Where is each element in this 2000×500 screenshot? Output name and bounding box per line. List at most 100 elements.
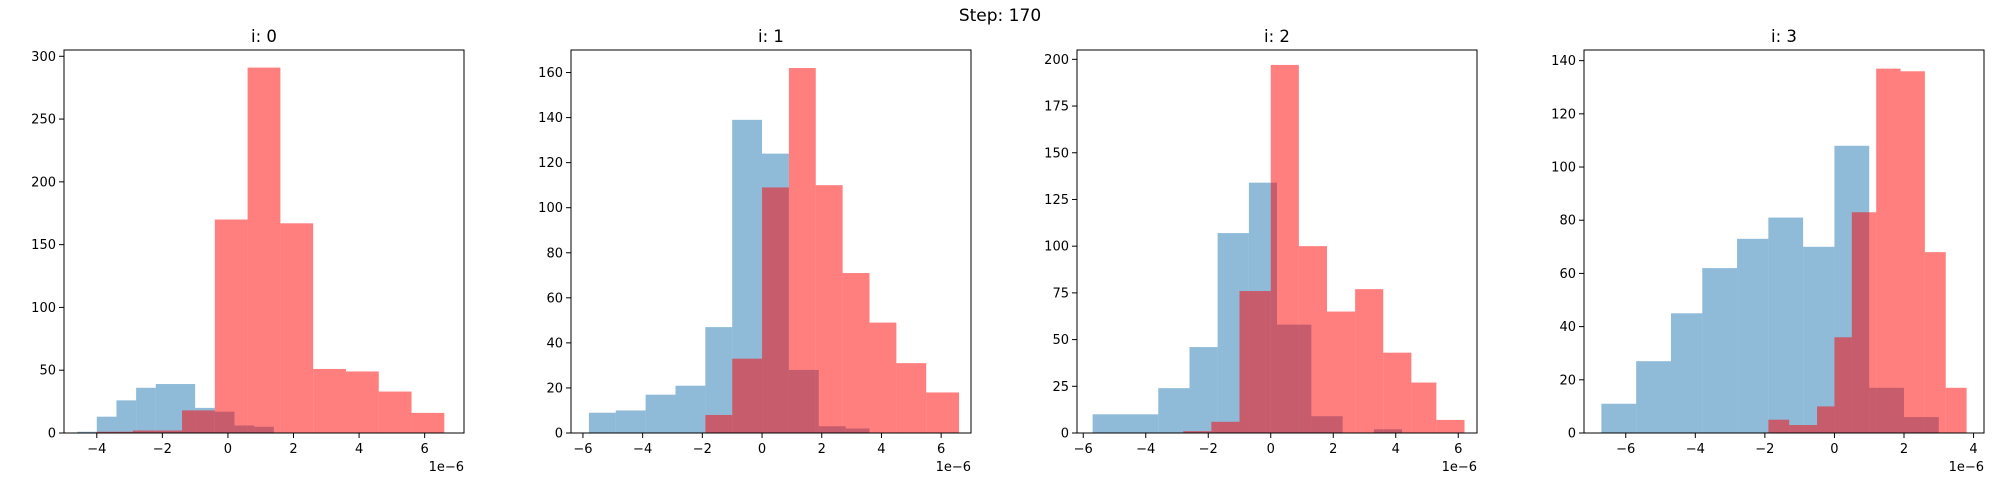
histogram-bar-blue xyxy=(136,387,156,433)
histogram-bar-red xyxy=(869,322,897,433)
y-tick-label: 100 xyxy=(31,301,56,316)
histogram-bar-red xyxy=(378,391,412,433)
histogram-bar-red xyxy=(1436,419,1465,433)
histogram-bar-red xyxy=(1383,352,1412,433)
y-tick-label: 120 xyxy=(1551,107,1576,122)
x-tick-label: −6 xyxy=(1616,442,1635,457)
y-tick-label: 250 xyxy=(31,113,56,128)
bars-3 xyxy=(1601,68,1967,433)
histogram-bar-red xyxy=(1211,421,1240,433)
histogram-bar-blue xyxy=(155,384,176,433)
y-tick-label: 0 xyxy=(1568,427,1576,442)
x-tick-label: 0 xyxy=(758,442,766,457)
y-tick-label: 0 xyxy=(1061,427,1069,442)
histogram-bar-red xyxy=(1411,382,1437,433)
axes-frame xyxy=(570,49,972,434)
x-axis-offset-label: 1e−6 xyxy=(1949,460,1984,475)
x-tick-label: 2 xyxy=(1329,442,1337,457)
histogram-bar-red xyxy=(1183,431,1212,433)
x-tick-label: 4 xyxy=(877,442,885,457)
y-tick-label: 40 xyxy=(1559,320,1576,335)
histogram-bar-red xyxy=(1924,252,1946,433)
y-tick-label: 175 xyxy=(1044,100,1069,115)
histogram-bar-blue xyxy=(615,410,646,433)
y-tick-label: 0 xyxy=(48,427,56,442)
histogram-bar-red xyxy=(842,273,870,433)
histogram-bar-red xyxy=(1834,337,1852,433)
y-tick-label: 50 xyxy=(39,364,56,379)
histogram-bar-red xyxy=(1900,71,1925,433)
y-tick-label: 50 xyxy=(1052,333,1069,348)
histogram-bar-red xyxy=(411,412,445,433)
y-tick-label: 20 xyxy=(546,381,563,396)
y-tick-label: 100 xyxy=(538,201,563,216)
x-tick-label: 2 xyxy=(818,442,826,457)
x-tick-label: 0 xyxy=(1830,442,1838,457)
y-tick-label: 100 xyxy=(1551,161,1576,176)
histogram-bar-red xyxy=(732,358,763,433)
histogram-bar-red xyxy=(1945,387,1967,433)
histogram-bar-red xyxy=(182,410,215,433)
y-tick-label: 100 xyxy=(1044,240,1069,255)
x-tick-label: −6 xyxy=(1074,442,1093,457)
histogram-bar-red xyxy=(896,363,927,433)
x-axis-offset-label: 1e−6 xyxy=(1442,460,1477,475)
histogram-bar-red xyxy=(788,68,816,433)
subplot-2: −6 −4 −2 0 2 4 6 0 25 50 75 100 125 150 175 200 i: 2 1e−6 xyxy=(1044,27,1478,475)
histogram-bar-red xyxy=(247,67,281,433)
y-tick-label: 300 xyxy=(31,50,56,65)
x-tick-label: 4 xyxy=(1969,442,1977,457)
histogram-bar-red xyxy=(1789,425,1818,433)
histogram-bar-blue xyxy=(1803,246,1835,433)
subplot-title: i: 1 xyxy=(758,27,784,46)
x-axis-offset-label: 1e−6 xyxy=(936,460,971,475)
histogram-bar-red xyxy=(926,392,960,433)
bars-1 xyxy=(588,68,960,433)
x-axis-offset-label: 1e−6 xyxy=(429,460,464,475)
histogram-bar-red xyxy=(762,187,789,433)
histogram-bar-blue xyxy=(1636,361,1671,433)
y-tick-label: 0 xyxy=(555,427,563,442)
subplot-title: i: 0 xyxy=(251,27,277,46)
histogram-bar-red xyxy=(1355,289,1384,433)
subplot-0: −4 −2 0 2 4 6 0 50 100 150 200 250 300 i: 0 1e−6 xyxy=(31,27,465,475)
x-tick-label: 0 xyxy=(224,442,232,457)
x-tick-label: −4 xyxy=(1136,442,1155,457)
histogram-bar-red xyxy=(1298,246,1327,433)
histogram-bar-red xyxy=(132,430,183,433)
y-tick-label: 20 xyxy=(1559,373,1576,388)
histogram-bar-blue xyxy=(1189,347,1218,433)
histogram-bar-red xyxy=(705,414,733,433)
y-tick-label: 60 xyxy=(546,291,563,306)
histogram-bar-red xyxy=(214,219,248,433)
histogram-bar-blue xyxy=(675,385,706,433)
histogram-bar-red xyxy=(1270,64,1299,433)
axes-frame xyxy=(1076,49,1478,434)
histogram-bar-blue xyxy=(1092,414,1127,433)
histogram-bar-blue xyxy=(1127,414,1159,433)
histogram-bar-blue xyxy=(1702,268,1738,433)
x-tick-label: 6 xyxy=(1454,442,1462,457)
histogram-bar-red xyxy=(280,223,314,433)
y-tick-label: 40 xyxy=(546,336,563,351)
y-tick-label: 140 xyxy=(538,111,563,126)
histogram-bar-red xyxy=(1817,406,1835,433)
axes-frame xyxy=(63,49,465,434)
y-tick-label: 150 xyxy=(31,238,56,253)
histogram-bar-blue xyxy=(1670,313,1703,433)
x-tick-label: 6 xyxy=(421,442,429,457)
x-tick-label: −4 xyxy=(1686,442,1705,457)
histogram-bar-blue xyxy=(96,416,117,433)
x-tick-label: 6 xyxy=(937,442,945,457)
x-tick-label: 4 xyxy=(1392,442,1400,457)
x-tick-label: −4 xyxy=(633,442,652,457)
histogram-bar-blue xyxy=(1737,238,1769,433)
x-tick-label: 4 xyxy=(355,442,363,457)
y-tick-label: 80 xyxy=(546,246,563,261)
axes-frame xyxy=(1583,49,1985,434)
x-tick-label: −2 xyxy=(153,442,172,457)
histogram-bar-blue xyxy=(1601,403,1637,433)
